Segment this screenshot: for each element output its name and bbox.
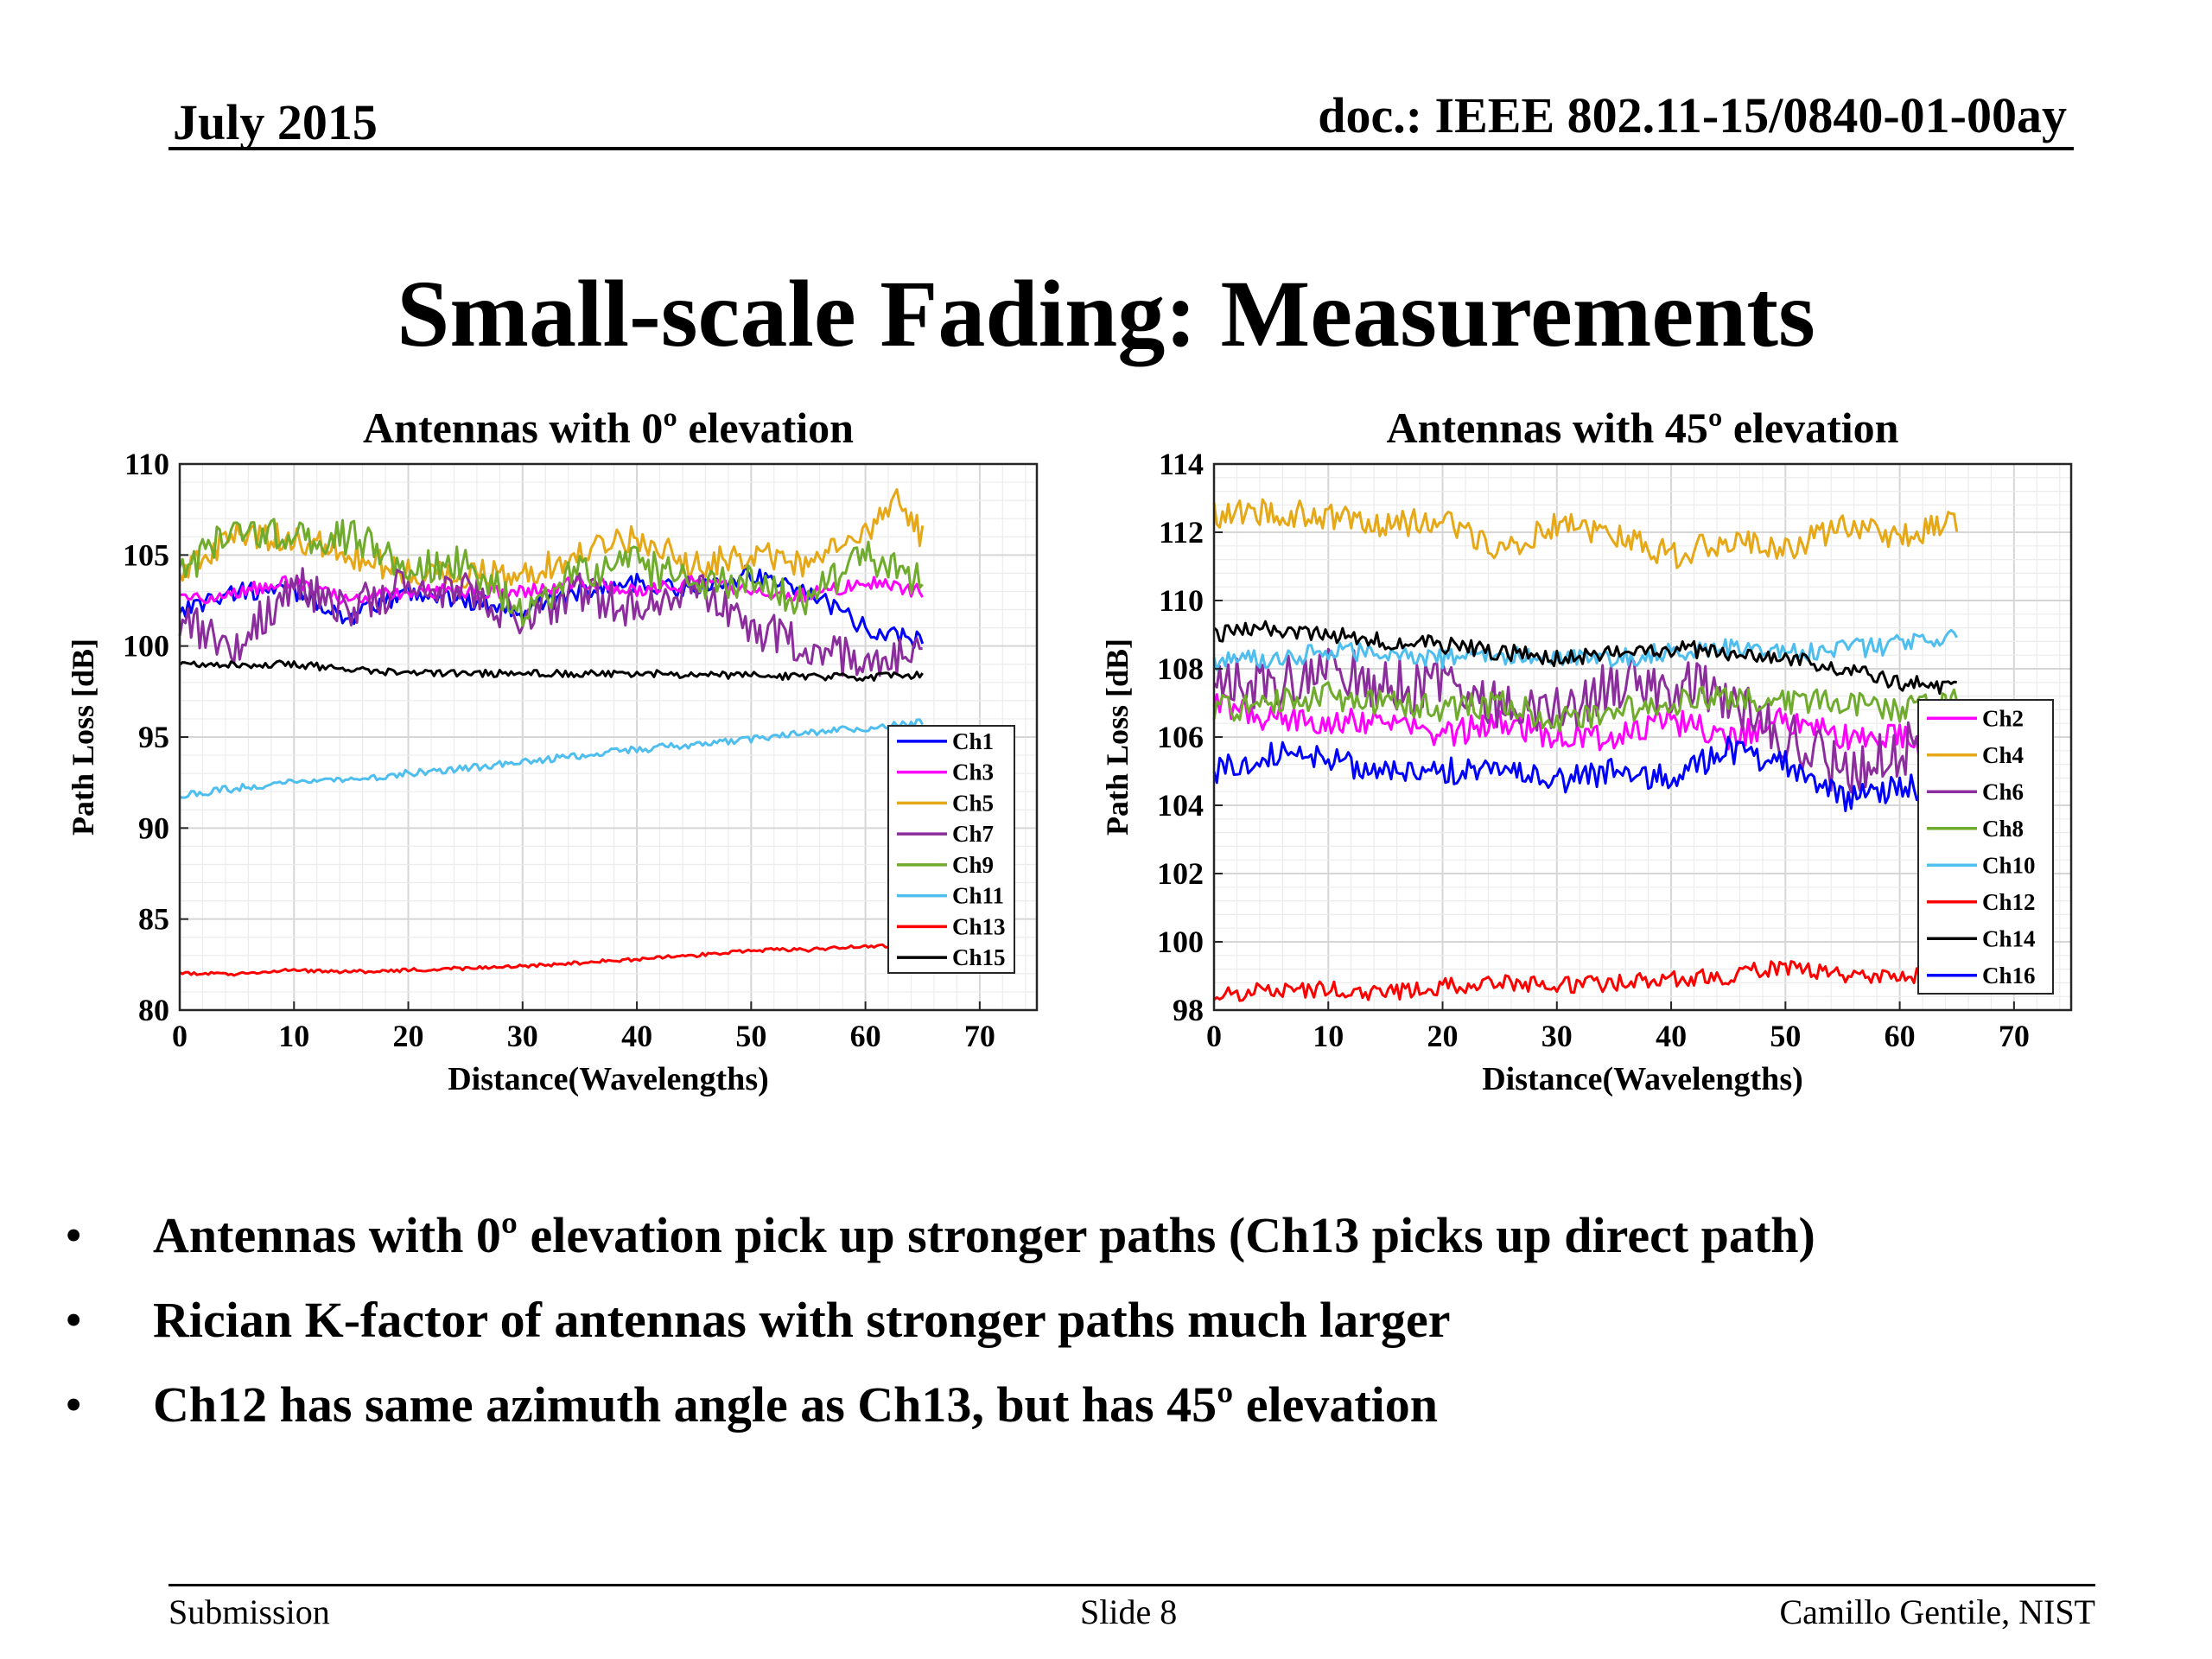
x-axis-label: Distance(Wavelengths)	[1482, 1061, 1803, 1097]
y-tick-label: 108	[1157, 652, 1204, 686]
bullet-icon: •	[65, 1376, 83, 1433]
legend: Ch2 Ch4 Ch6 Ch8 Ch10 Ch12 Ch14 Ch16	[1917, 699, 2054, 995]
series-line-ch15	[179, 659, 924, 682]
x-tick-label: 40	[621, 1019, 652, 1053]
y-tick-label: 106	[1157, 720, 1204, 754]
legend-label: Ch1	[952, 728, 994, 754]
footer-divider	[168, 1584, 2095, 1586]
y-tick-label: 110	[124, 447, 169, 481]
y-tick-label: 98	[1173, 993, 1204, 1027]
footer-slide-number: Slide 8	[1080, 1592, 1178, 1631]
legend-label: Ch5	[952, 790, 994, 816]
series-line-ch2	[1212, 692, 1958, 752]
bullet-text: Ch12 has same azimuth angle as Ch13, but…	[153, 1376, 1439, 1433]
legend-label: Ch2	[1982, 705, 2024, 731]
x-tick-label: 30	[1541, 1019, 1573, 1053]
x-tick-label: 60	[1885, 1019, 1916, 1053]
x-tick-label: 20	[393, 1019, 424, 1053]
x-tick-label: 20	[1427, 1019, 1459, 1053]
y-tick-label: 105	[123, 537, 169, 572]
x-tick-label: 0	[172, 1019, 188, 1053]
legend-label: Ch10	[1982, 852, 2036, 878]
legend-label: Ch11	[952, 883, 1004, 909]
y-tick-label: 112	[1159, 515, 1204, 550]
bullet-item: • Antennas with 0º elevation pick up stro…	[65, 1205, 1815, 1290]
header-divider	[168, 147, 2074, 150]
series-line-ch14	[1213, 620, 1957, 696]
legend-label: Ch13	[952, 913, 1006, 939]
series-line-ch5	[178, 488, 925, 589]
series-group	[178, 488, 925, 977]
y-tick-label: 95	[138, 720, 169, 754]
series-line-ch8	[1212, 681, 1959, 733]
y-tick-label: 100	[123, 629, 169, 664]
x-tick-label: 10	[1313, 1019, 1344, 1053]
y-tick-label: 102	[1157, 856, 1204, 891]
footer-author: Camillo Gentile, NIST	[1779, 1592, 2095, 1631]
legend-label: Ch9	[952, 852, 994, 878]
x-tick-label: 0	[1206, 1019, 1222, 1053]
x-tick-label: 10	[278, 1019, 309, 1053]
bullet-icon: •	[65, 1207, 83, 1263]
header-doc-id: doc.: IEEE 802.11-15/0840-01-00ay	[1318, 87, 2067, 143]
bullet-icon: •	[65, 1292, 83, 1348]
y-tick-label: 110	[1159, 583, 1204, 618]
legend-label: Ch4	[1982, 742, 2024, 768]
legend-box	[887, 725, 1015, 974]
bullet-text: Rician K-factor of antennas with stronge…	[153, 1292, 1451, 1348]
x-axis-label: Distance(Wavelengths)	[448, 1061, 769, 1097]
y-tick-label: 100	[1157, 925, 1204, 959]
legend-label: Ch16	[1982, 963, 2036, 988]
slide-title: Small-scale Fading: Measurements	[397, 261, 1815, 366]
series-line-ch7	[178, 567, 923, 677]
y-tick-label: 104	[1157, 788, 1204, 823]
bullet-text: Antennas with 0º elevation pick up stron…	[153, 1207, 1815, 1263]
x-tick-label: 50	[735, 1019, 766, 1053]
header-date: July 2015	[173, 94, 378, 150]
legend-box	[1917, 699, 2054, 995]
bullet-item: • Rician K-factor of antennas with strong…	[65, 1290, 1815, 1375]
legend: Ch1 Ch3 Ch5 Ch7 Ch9 Ch11 Ch13 Ch15	[887, 725, 1015, 974]
y-axis-label: Path Loss [dB]	[1100, 639, 1135, 836]
legend-label: Ch12	[1982, 889, 2036, 915]
bullet-list: • Antennas with 0º elevation pick up stro…	[65, 1205, 1815, 1459]
footer-submission: Submission	[168, 1592, 330, 1631]
chart-title: Antennas with 0º elevation	[363, 404, 854, 452]
chart-title: Antennas with 45º elevation	[1387, 404, 1899, 452]
y-tick-label: 85	[138, 902, 169, 937]
series-line-ch11	[179, 718, 925, 799]
y-tick-label: 90	[138, 810, 169, 845]
series-line-ch4	[1212, 498, 1959, 569]
legend-label: Ch8	[1982, 816, 2024, 842]
legend-label: Ch7	[952, 821, 994, 847]
x-tick-label: 70	[1999, 1019, 2030, 1053]
series-line-ch9	[178, 518, 924, 627]
bullet-item: • Ch12 has same azimuth angle as Ch13, bu…	[65, 1375, 1815, 1459]
legend-label: Ch3	[952, 760, 994, 785]
legend-label: Ch14	[1982, 925, 2036, 951]
series-line-ch16	[1212, 735, 1958, 812]
x-tick-label: 70	[964, 1019, 995, 1053]
series-line-ch13	[179, 942, 924, 977]
y-tick-label: 80	[138, 993, 169, 1027]
x-tick-label: 50	[1770, 1019, 1801, 1053]
series-line-ch6	[1212, 647, 1959, 794]
series-group	[1212, 498, 1959, 1002]
y-axis-label: Path Loss [dB]	[66, 639, 100, 836]
chart-antennas-45-elevation: 0 10 20 30 40 50 60 70 98 100 102 104 106 108 110 112 11…	[1100, 404, 2073, 1097]
legend-label: Ch6	[1982, 779, 2024, 804]
x-tick-label: 60	[850, 1019, 881, 1053]
x-tick-label: 40	[1656, 1019, 1687, 1053]
chart-antennas-0-elevation: 0 10 20 30 40 50 60 70 80 85 90 95 100 105 110 Antennas…	[66, 404, 1039, 1097]
y-tick-label: 114	[1159, 447, 1204, 481]
legend-label: Ch15	[952, 944, 1006, 970]
x-tick-label: 30	[507, 1019, 538, 1053]
series-line-ch12	[1213, 960, 1958, 1002]
